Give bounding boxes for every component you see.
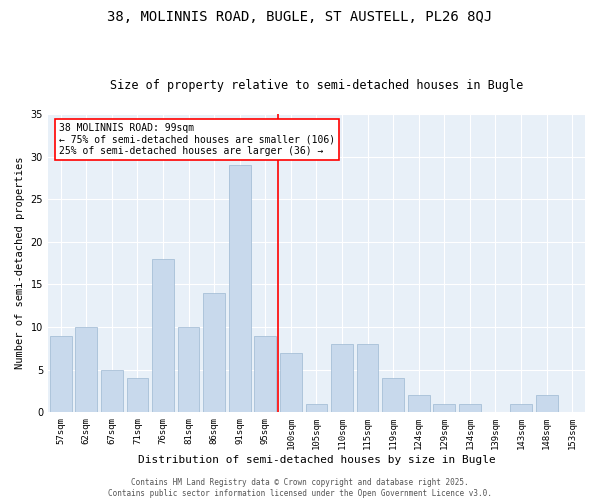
X-axis label: Distribution of semi-detached houses by size in Bugle: Distribution of semi-detached houses by … bbox=[137, 455, 496, 465]
Bar bbox=[536, 396, 557, 412]
Bar bbox=[433, 404, 455, 412]
Text: Contains HM Land Registry data © Crown copyright and database right 2025.
Contai: Contains HM Land Registry data © Crown c… bbox=[108, 478, 492, 498]
Bar bbox=[408, 396, 430, 412]
Bar bbox=[510, 404, 532, 412]
Y-axis label: Number of semi-detached properties: Number of semi-detached properties bbox=[15, 157, 25, 370]
Bar bbox=[152, 259, 174, 412]
Bar bbox=[50, 336, 71, 412]
Text: 38, MOLINNIS ROAD, BUGLE, ST AUSTELL, PL26 8QJ: 38, MOLINNIS ROAD, BUGLE, ST AUSTELL, PL… bbox=[107, 10, 493, 24]
Bar bbox=[254, 336, 276, 412]
Bar bbox=[76, 327, 97, 412]
Bar bbox=[178, 327, 199, 412]
Title: Size of property relative to semi-detached houses in Bugle: Size of property relative to semi-detach… bbox=[110, 79, 523, 92]
Bar bbox=[305, 404, 328, 412]
Bar bbox=[280, 352, 302, 412]
Text: 38 MOLINNIS ROAD: 99sqm
← 75% of semi-detached houses are smaller (106)
25% of s: 38 MOLINNIS ROAD: 99sqm ← 75% of semi-de… bbox=[59, 123, 335, 156]
Bar bbox=[357, 344, 379, 412]
Bar bbox=[203, 293, 225, 412]
Bar bbox=[331, 344, 353, 412]
Bar bbox=[229, 165, 251, 412]
Bar bbox=[101, 370, 123, 412]
Bar bbox=[127, 378, 148, 412]
Bar bbox=[382, 378, 404, 412]
Bar bbox=[459, 404, 481, 412]
